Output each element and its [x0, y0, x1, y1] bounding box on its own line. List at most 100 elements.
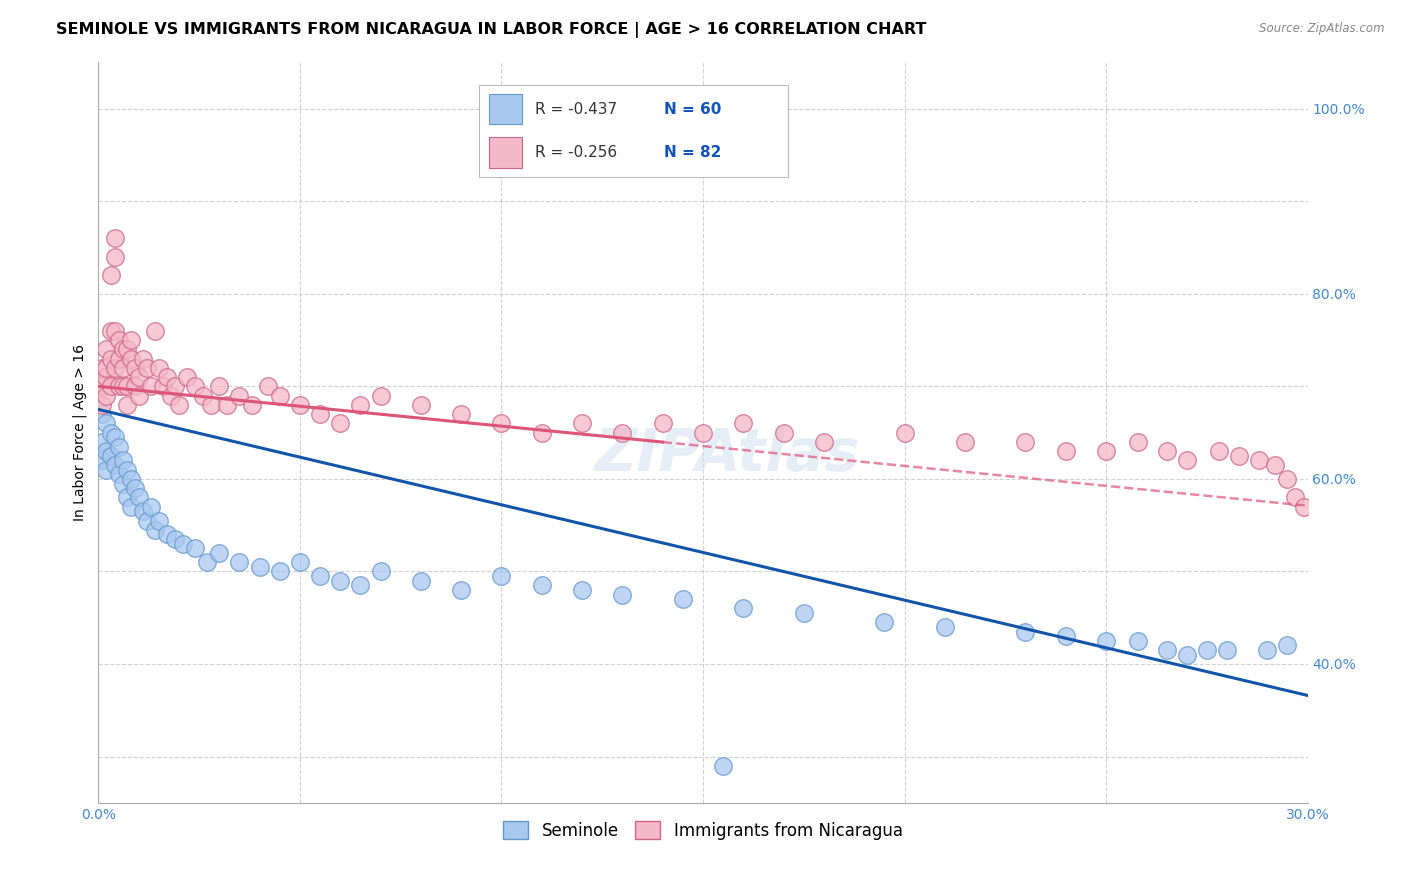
Point	[249, 559, 271, 574]
Point	[1054, 444, 1077, 458]
Point	[176, 370, 198, 384]
Point	[96, 462, 118, 476]
Point	[91, 407, 114, 421]
Point	[103, 231, 125, 245]
Point	[128, 491, 150, 505]
Point	[1284, 491, 1306, 505]
Point	[91, 370, 114, 384]
Point	[1054, 629, 1077, 643]
Point	[309, 407, 332, 421]
Point	[269, 565, 291, 579]
Point	[491, 417, 513, 431]
Point	[107, 467, 129, 482]
Point	[228, 389, 250, 403]
Point	[103, 250, 125, 264]
Point	[107, 440, 129, 454]
Point	[672, 592, 695, 607]
Point	[128, 389, 150, 403]
Point	[124, 360, 146, 375]
Point	[195, 555, 218, 569]
Point	[152, 379, 174, 393]
Point	[107, 351, 129, 366]
Point	[733, 601, 755, 615]
Point	[1208, 444, 1230, 458]
Point	[329, 574, 352, 588]
Point	[228, 555, 250, 569]
Point	[107, 333, 129, 347]
Point	[100, 379, 122, 393]
Point	[612, 588, 634, 602]
Point	[120, 351, 142, 366]
Point	[288, 398, 311, 412]
Point	[711, 758, 734, 772]
Point	[1128, 434, 1150, 449]
Point	[934, 620, 956, 634]
Point	[120, 472, 142, 486]
Point	[91, 379, 114, 393]
Point	[111, 343, 134, 357]
Point	[167, 398, 190, 412]
Point	[111, 379, 134, 393]
Point	[1128, 633, 1150, 648]
Point	[893, 425, 915, 440]
Point	[370, 565, 392, 579]
Point	[772, 425, 794, 440]
Point	[143, 324, 166, 338]
Point	[115, 462, 138, 476]
Point	[115, 343, 138, 357]
Point	[115, 491, 138, 505]
Point	[491, 569, 513, 583]
Point	[135, 360, 157, 375]
Point	[200, 398, 222, 412]
Point	[1095, 444, 1118, 458]
Point	[100, 351, 122, 366]
Point	[107, 379, 129, 393]
Legend: Seminole, Immigrants from Nicaragua: Seminole, Immigrants from Nicaragua	[496, 814, 910, 847]
Point	[115, 379, 138, 393]
Point	[124, 379, 146, 393]
Text: ZIPAtlas: ZIPAtlas	[595, 426, 860, 483]
Point	[793, 606, 815, 620]
Text: SEMINOLE VS IMMIGRANTS FROM NICARAGUA IN LABOR FORCE | AGE > 16 CORRELATION CHAR: SEMINOLE VS IMMIGRANTS FROM NICARAGUA IN…	[56, 22, 927, 38]
Point	[91, 360, 114, 375]
Point	[156, 370, 179, 384]
Point	[409, 574, 432, 588]
Point	[96, 370, 118, 384]
Point	[1014, 624, 1036, 639]
Point	[269, 389, 291, 403]
Point	[1216, 643, 1239, 657]
Point	[571, 417, 593, 431]
Point	[100, 324, 122, 338]
Point	[91, 434, 114, 449]
Point	[1095, 633, 1118, 648]
Point	[450, 582, 472, 597]
Point	[148, 514, 170, 528]
Point	[111, 476, 134, 491]
Point	[1249, 453, 1271, 467]
Point	[873, 615, 896, 630]
Point	[115, 398, 138, 412]
Point	[1292, 500, 1315, 514]
Point	[100, 449, 122, 463]
Point	[1277, 639, 1299, 653]
Point	[124, 481, 146, 495]
Point	[156, 527, 179, 541]
Point	[103, 458, 125, 472]
Point	[530, 578, 553, 592]
Point	[1175, 648, 1198, 662]
Point	[103, 360, 125, 375]
Point	[160, 389, 183, 403]
Point	[139, 379, 162, 393]
Point	[1256, 643, 1278, 657]
Point	[208, 546, 231, 560]
Point	[208, 379, 231, 393]
Point	[530, 425, 553, 440]
Point	[329, 417, 352, 431]
Point	[100, 268, 122, 283]
Point	[651, 417, 673, 431]
Point	[111, 360, 134, 375]
Point	[163, 379, 186, 393]
Text: Source: ZipAtlas.com: Source: ZipAtlas.com	[1260, 22, 1385, 36]
Point	[1195, 643, 1218, 657]
Point	[953, 434, 976, 449]
